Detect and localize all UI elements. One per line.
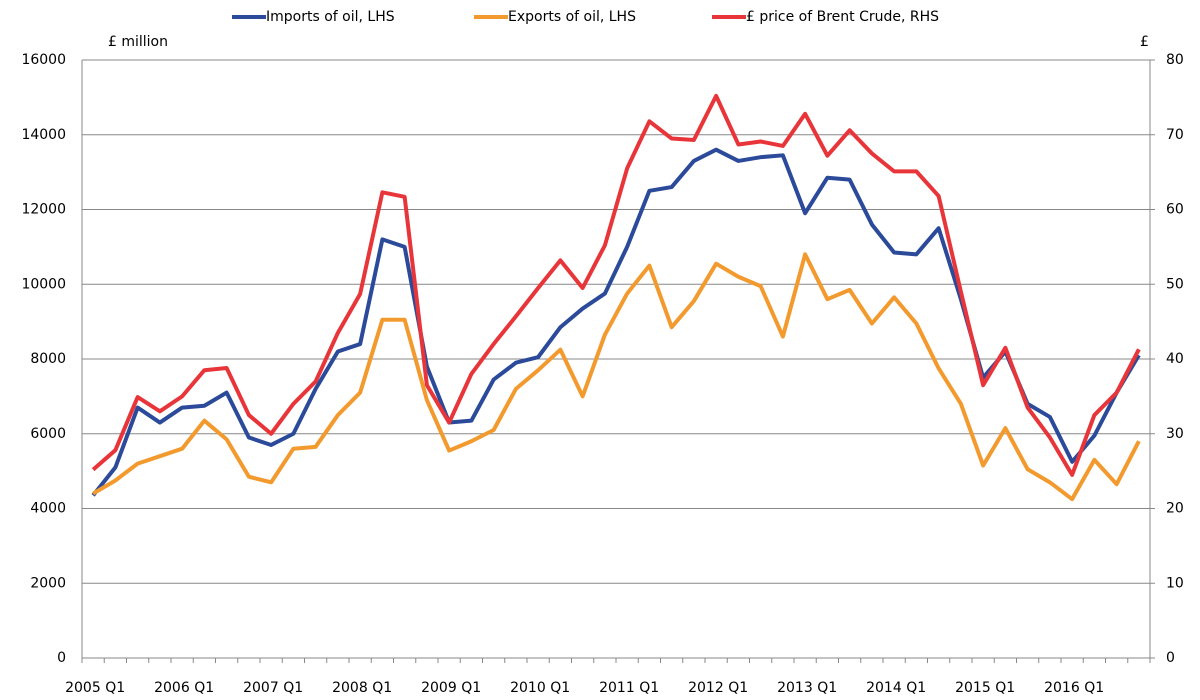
y2-tick-label: 70	[1166, 127, 1184, 143]
y-tick-label: 2000	[30, 575, 66, 591]
x-tick-label: 2011 Q1	[599, 680, 659, 696]
y2-tick-label: 0	[1166, 650, 1175, 666]
x-tick-label: 2013 Q1	[777, 680, 837, 696]
x-tick-label: 2008 Q1	[332, 680, 392, 696]
legend-label: Exports of oil, LHS	[508, 9, 636, 25]
y-unit-label: £ million	[108, 34, 168, 50]
y2-tick-label: 80	[1166, 52, 1184, 68]
y-tick-label: 12000	[21, 202, 66, 218]
y2-unit-label: £	[1140, 34, 1149, 50]
y2-tick-label: 10	[1166, 575, 1184, 591]
series-line	[92, 252, 1141, 502]
x-tick-label: 2010 Q1	[510, 680, 570, 696]
y-tick-label: 4000	[30, 501, 66, 517]
y2-tick-label: 50	[1166, 276, 1184, 292]
y-tick-label: 0	[57, 650, 66, 666]
y2-tick-label: 60	[1166, 202, 1184, 218]
y-tick-label: 6000	[30, 426, 66, 442]
x-tick-label: 2005 Q1	[65, 680, 125, 696]
legend-label: Imports of oil, LHS	[266, 9, 395, 25]
x-tick-label: 2009 Q1	[421, 680, 481, 696]
y-tick-label: 10000	[21, 276, 66, 292]
x-tick-label: 2015 Q1	[955, 680, 1015, 696]
y-tick-label: 14000	[21, 127, 66, 143]
x-tick-label: 2006 Q1	[154, 680, 214, 696]
legend-label: £ price of Brent Crude, RHS	[746, 9, 939, 25]
y2-tick-label: 30	[1166, 426, 1184, 442]
y2-tick-label: 20	[1166, 501, 1184, 517]
x-tick-label: 2014 Q1	[866, 680, 926, 696]
y2-tick-label: 40	[1166, 351, 1184, 367]
y-tick-label: 16000	[21, 52, 66, 68]
x-tick-label: 2007 Q1	[243, 680, 303, 696]
x-tick-label: 2016 Q1	[1044, 680, 1104, 696]
x-tick-label: 2012 Q1	[688, 680, 748, 696]
series-line	[91, 93, 1141, 477]
y-tick-label: 8000	[30, 351, 66, 367]
